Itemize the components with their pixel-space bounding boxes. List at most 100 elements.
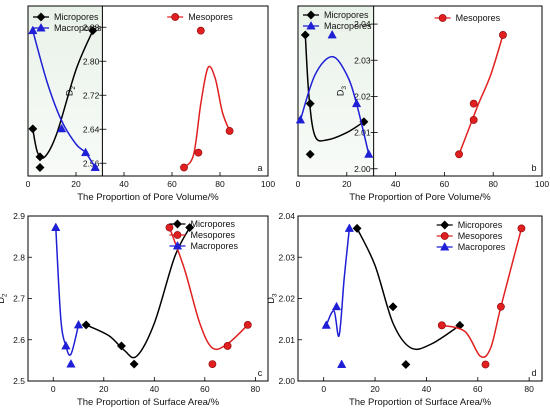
series-micropores (28, 26, 98, 173)
y-tick-label: 2.56 (83, 158, 100, 168)
triangle-point (327, 29, 337, 39)
legend-marker (172, 219, 183, 229)
legend-label: Macropores (324, 21, 372, 31)
y-tick-label: 2.00 (278, 376, 295, 386)
diamond-point (116, 341, 127, 351)
triangle-point (56, 123, 67, 133)
legend-marker (306, 20, 316, 30)
x-tick-label: 60 (167, 179, 177, 189)
y-tick-label: 2.00 (354, 164, 371, 174)
legend-marker (440, 220, 450, 230)
y-tick-label: 2.04 (354, 19, 371, 29)
y-tick-label: 2.03 (354, 55, 371, 65)
x-axis-label: The Proportion of Pore Volume/% (77, 192, 219, 203)
circle-point (469, 99, 478, 108)
series-curve (356, 228, 461, 351)
legend-label: Mesopores (188, 12, 233, 22)
legend-marker (171, 13, 180, 21)
legend-entry: Macropores (33, 22, 102, 33)
panel-label: a (257, 163, 262, 173)
legend-label: Mesopores (458, 231, 503, 241)
legend-label: Micropores (190, 219, 235, 229)
series-macropores (295, 29, 374, 158)
legend-entry: Macropores (436, 241, 506, 252)
x-tick-label: 60 (473, 384, 483, 394)
legend-label: Mesopores (456, 13, 501, 23)
circle-point (469, 116, 478, 124)
x-tick-label: 40 (150, 384, 160, 394)
y-axis-label-sub: 3 (341, 86, 348, 90)
legend-entry: Mesopores (167, 12, 233, 22)
series-curve (32, 30, 94, 159)
diamond-point (185, 222, 195, 233)
chart-panel-c: 0 20 40 60 80 2.5 2.6 2.7 2.8 2.9 D2 The Proportion… (0, 211, 269, 408)
x-tick-label: 20 (99, 384, 109, 394)
x-tick-label: 60 (200, 384, 210, 394)
triangle-point (90, 162, 100, 171)
triangle-point (28, 25, 38, 35)
legend-marker (440, 241, 450, 251)
series-curve (55, 227, 80, 356)
series-micropores (352, 223, 465, 370)
left-shaded-zone (28, 6, 103, 176)
legend-label: Macropores (54, 23, 102, 33)
plot-frame (297, 5, 543, 177)
x-tick-label: 0 (296, 179, 301, 189)
series-curve (325, 228, 351, 337)
diamond-point (300, 30, 310, 40)
legend-entry: Micropores (303, 10, 369, 20)
triangle-point (331, 301, 342, 311)
legend-marker (173, 231, 182, 239)
panel-label: c (258, 368, 263, 378)
diamond-point (129, 359, 139, 369)
triangle-point (337, 359, 347, 368)
x-tick-label: 0 (321, 384, 326, 394)
y-axis-label-sub: 2 (2, 293, 9, 297)
legend-marker (306, 10, 316, 20)
panel-label: d (531, 368, 536, 378)
plot-frame (27, 5, 269, 177)
x-tick-label: 80 (251, 384, 261, 394)
circle-point (497, 302, 505, 311)
x-axis-label: The Proportion of Surface Area/% (77, 397, 220, 408)
circle-point (208, 360, 217, 368)
y-tick-label: 2.04 (278, 211, 295, 221)
legend-marker (36, 22, 46, 32)
circle-point (225, 127, 234, 135)
x-tick-label: 60 (440, 179, 450, 189)
x-tick-label: 40 (422, 384, 432, 394)
y-axis-label: D2 (0, 293, 9, 304)
series-macropores (51, 222, 84, 368)
legend-label: Micropores (458, 220, 503, 230)
diamond-point (88, 26, 98, 36)
series-micropores (81, 222, 195, 369)
y-tick-label: 2.80 (83, 56, 100, 66)
legend-marker (172, 240, 183, 250)
triangle-point (295, 114, 306, 124)
legend-label: Mesopores (190, 230, 235, 240)
legend-entry: Micropores (169, 219, 235, 229)
legend-marker (36, 12, 46, 22)
series-curve (441, 228, 523, 359)
x-tick-label: 80 (524, 384, 534, 394)
plot-frame (297, 215, 543, 382)
y-tick-label: 2.72 (83, 90, 100, 100)
x-tick-label: 20 (370, 384, 380, 394)
y-axis-label-main: D (0, 297, 6, 304)
legend-entry: Mesopores (436, 231, 503, 241)
x-tick-label: 40 (391, 179, 401, 189)
y-tick-label: 2.02 (278, 294, 295, 304)
triangle-point (51, 222, 61, 231)
triangle-point (351, 98, 362, 108)
x-tick-label: 80 (215, 179, 225, 189)
x-axis-label: The Proportion of Pore Volume/% (349, 192, 491, 203)
circle-point (499, 31, 507, 39)
x-tick-label: 100 (261, 179, 275, 189)
y-tick-label: 2.8 (13, 252, 25, 262)
series-curve (85, 227, 191, 359)
y-tick-label: 2.7 (13, 294, 25, 304)
circle-point (243, 320, 252, 329)
y-tick-label: 2.01 (278, 335, 295, 345)
diamond-point (35, 162, 45, 173)
